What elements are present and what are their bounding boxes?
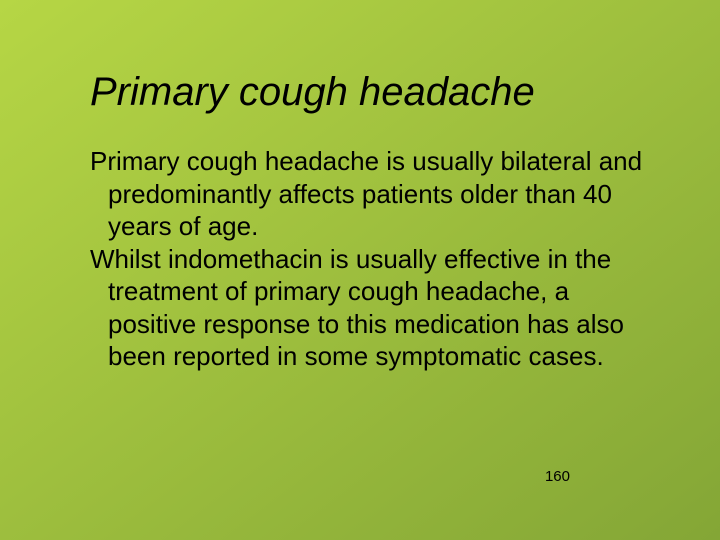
body-paragraph-1: Primary cough headache is usually bilate… — [90, 145, 660, 243]
body-paragraph-2: Whilst indomethacin is usually effective… — [90, 243, 660, 373]
page-number: 160 — [545, 468, 570, 485]
slide-title: Primary cough headache — [90, 70, 660, 115]
slide-body: Primary cough headache is usually bilate… — [90, 145, 660, 373]
slide: Primary cough headache Primary cough hea… — [0, 0, 720, 540]
